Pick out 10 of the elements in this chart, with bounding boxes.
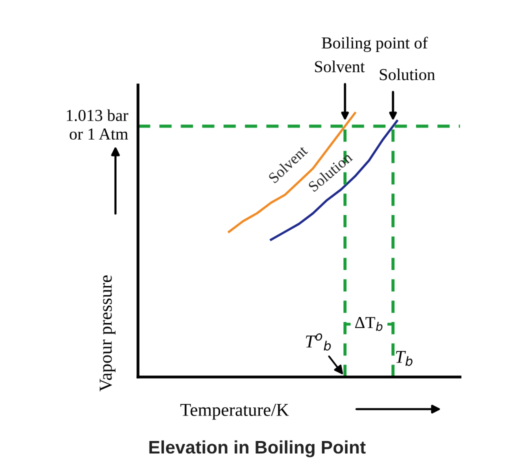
annotation: T$^{o}$$_{b}$ (306, 333, 331, 351)
y-axis-title: Vapour pressure (100, 275, 116, 392)
x-axis-title: Temperature/K (180, 404, 289, 420)
text: Elevation in Boiling Point (149, 440, 366, 458)
text: Solution (380, 68, 435, 80)
annotation: ΔT$_{b}$ (355, 317, 382, 331)
ref-line-label: 1.013 bar or 1 Atm (66, 109, 128, 140)
text: Solvent (315, 60, 365, 72)
text: Boiling point of (322, 36, 428, 52)
annotation: T$_{b}$ (396, 350, 412, 366)
